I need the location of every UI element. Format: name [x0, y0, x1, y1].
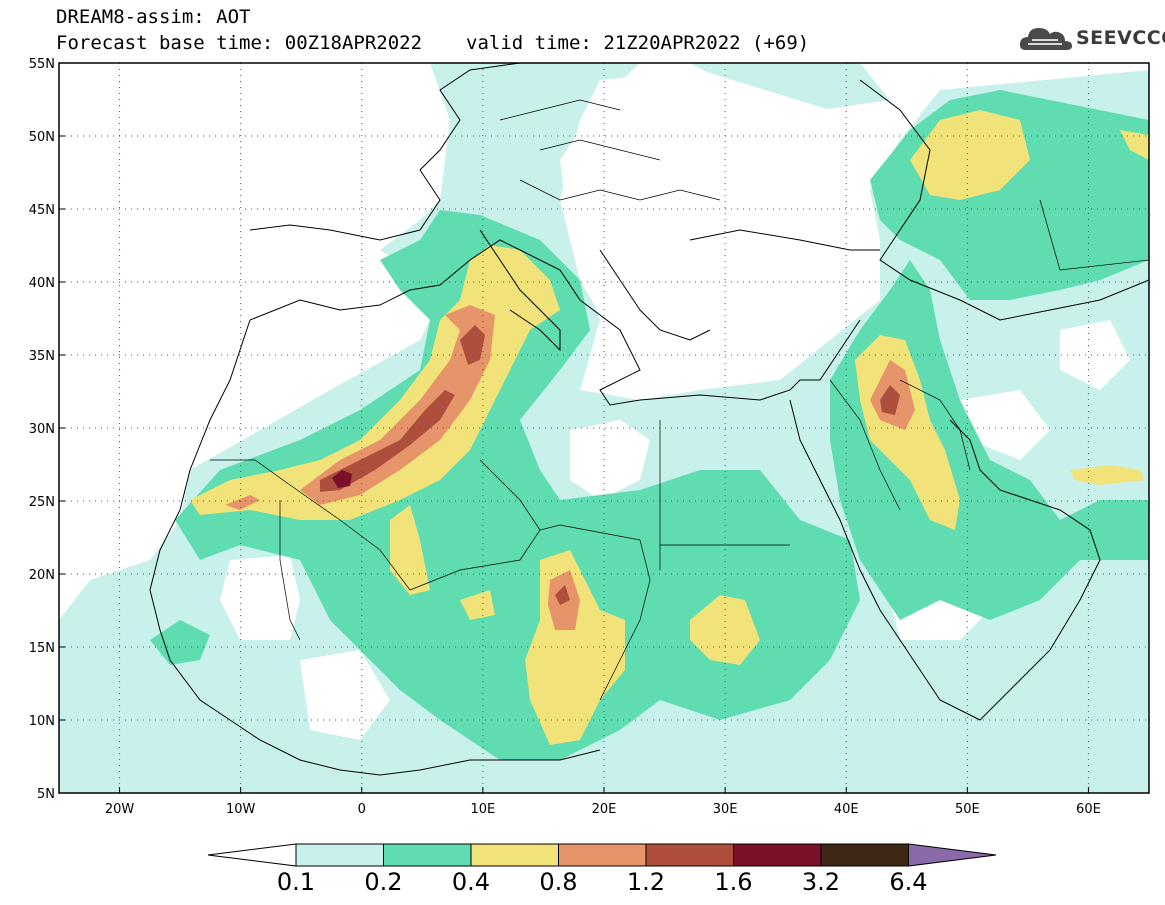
lat-label: 45N [29, 203, 55, 218]
lon-label: 30E [713, 802, 738, 817]
colorbar-labels: 0.1 0.2 0.4 0.8 1.2 1.6 3.2 6.4 [277, 868, 928, 896]
colorbar-boxes [207, 843, 997, 867]
colorbar-swatch [645, 843, 734, 867]
colorbar-swatch [733, 843, 822, 867]
colorbar-level-label: 6.4 [889, 868, 927, 896]
logo-text: SEEVCCC [1076, 27, 1165, 49]
lon-label: 40E [834, 802, 859, 817]
lat-label: 5N [37, 787, 55, 802]
lat-label: 20N [29, 568, 55, 583]
lat-label: 10N [29, 714, 55, 729]
colorbar-swatch [558, 843, 647, 867]
colorbar-swatch [820, 843, 909, 867]
colorbar-max-arrow [908, 843, 997, 867]
lat-label: 40N [29, 276, 55, 291]
valid-time-text: valid time: 21Z20APR2022 (+69) [466, 32, 810, 54]
map-title: DREAM8-assim: AOT [56, 6, 251, 28]
colorbar-level-label: 0.1 [277, 868, 315, 896]
colorbar-swatch [295, 843, 384, 867]
lon-label: 10E [471, 802, 496, 817]
colorbar-level-label: 3.2 [802, 868, 840, 896]
cloud-icon [1019, 28, 1072, 50]
aot-shading [59, 63, 1149, 793]
country-borders [210, 99, 1149, 701]
latitude-labels: 55N 50N 45N 40N 35N 30N 25N 20N 15N 10N 5N [29, 57, 65, 802]
colorbar-level-label: 1.2 [627, 868, 665, 896]
colorbar-swatch [383, 843, 472, 867]
lon-label: 20W [105, 802, 135, 817]
colorbar-level-label: 0.4 [452, 868, 490, 896]
aot-level-1.6 [332, 470, 352, 488]
lat-label: 35N [29, 349, 55, 364]
base-time-text: Forecast base time: 00Z18APR2022 [56, 32, 423, 54]
colorbar-level-label: 0.8 [539, 868, 577, 896]
lon-label: 10W [226, 802, 256, 817]
aot-level-0.8 [225, 305, 915, 630]
colorbar-swatch [470, 843, 559, 867]
lat-label: 15N [29, 641, 55, 656]
lon-label: 0 [358, 802, 366, 817]
coastlines [149, 63, 1149, 776]
lat-label: 30N [29, 422, 55, 437]
seevccc-logo: SEEVCCC [1018, 20, 1165, 56]
lon-label: 60E [1076, 802, 1101, 817]
colorbar-min-arrow [207, 843, 297, 867]
lat-label: 50N [29, 130, 55, 145]
aot-level-1.2 [320, 325, 900, 605]
colorbar-level-label: 1.6 [714, 868, 752, 896]
lat-label: 25N [29, 495, 55, 510]
lon-label: 20E [592, 802, 617, 817]
lon-label: 50E [955, 802, 980, 817]
lat-label: 55N [29, 57, 55, 72]
colorbar-level-label: 0.2 [364, 868, 402, 896]
longitude-labels: 20W 10W 0 10E 20E 30E 40E 50E 60E [105, 787, 1101, 817]
forecast-times: Forecast base time: 00Z18APR2022 valid ti… [56, 32, 809, 54]
